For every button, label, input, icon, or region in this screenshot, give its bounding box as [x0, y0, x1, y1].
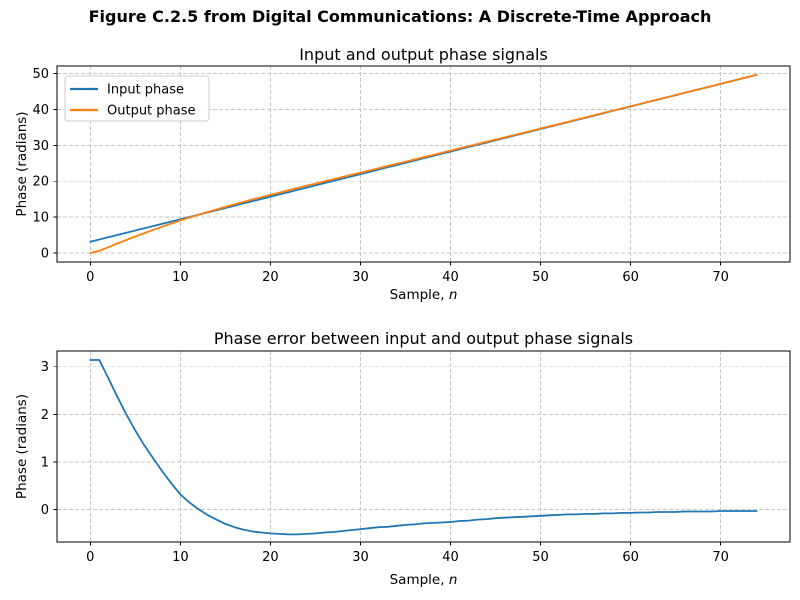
axes-frame	[56, 65, 791, 263]
x-axis-label: Sample, n	[390, 572, 458, 588]
x-tick-label: 40	[442, 550, 459, 565]
x-tick-label: 30	[352, 270, 369, 285]
top-chart: 0 10 20 30 40 50 60 70 0 10 20 30 40 50 Input and outp…	[14, 45, 791, 303]
y-tick-label: 20	[32, 175, 49, 190]
y-axis-label: Phase (radians)	[14, 394, 30, 499]
y-axis-label: Phase (radians)	[14, 111, 30, 216]
figure-title: Figure C.2.5 from Digital Communications…	[88, 7, 712, 26]
legend-entry-label: Output phase	[107, 104, 196, 119]
chart-title: Phase error between input and output pha…	[214, 329, 633, 348]
ticks	[53, 73, 722, 266]
axes-frame	[56, 350, 791, 543]
y-tick-label: 2	[41, 408, 49, 423]
legend-entry-label: Input phase	[107, 83, 184, 98]
x-tick-label: 0	[86, 270, 94, 285]
y-tick-label: 40	[32, 103, 49, 118]
x-axis-label: Sample, n	[390, 287, 458, 303]
x-tick-label: 0	[86, 550, 94, 565]
x-tick-label: 20	[262, 270, 279, 285]
x-tick-label: 20	[262, 550, 279, 565]
y-tick-label: 0	[41, 247, 49, 262]
y-tick-label: 3	[41, 360, 49, 375]
y-tick-label: 1	[41, 455, 49, 470]
grid	[57, 351, 790, 542]
x-tick-label: 70	[712, 550, 729, 565]
y-tick-label: 50	[32, 67, 49, 82]
y-tick-label: 0	[41, 503, 49, 518]
x-tick-label: 40	[442, 270, 459, 285]
x-tick-label: 50	[532, 270, 549, 285]
phase-error-line	[89, 359, 758, 536]
ticks	[53, 366, 722, 546]
legend: Input phase Output phase	[64, 75, 210, 122]
legend-box	[64, 75, 210, 122]
grid	[57, 66, 790, 262]
x-tick-label: 70	[712, 270, 729, 285]
x-tick-label: 60	[622, 550, 639, 565]
x-tick-label: 30	[352, 550, 369, 565]
x-tick-label: 10	[172, 270, 189, 285]
output-phase-line	[89, 73, 758, 255]
y-tick-label: 30	[32, 139, 49, 154]
x-tick-label: 10	[172, 550, 189, 565]
chart-title: Input and output phase signals	[299, 45, 548, 64]
x-tick-label: 50	[532, 550, 549, 565]
x-tick-label: 60	[622, 270, 639, 285]
y-tick-label: 10	[32, 211, 49, 226]
bottom-chart: 0 10 20 30 40 50 60 70 0 1 2 3 Phase error between i…	[14, 329, 791, 588]
